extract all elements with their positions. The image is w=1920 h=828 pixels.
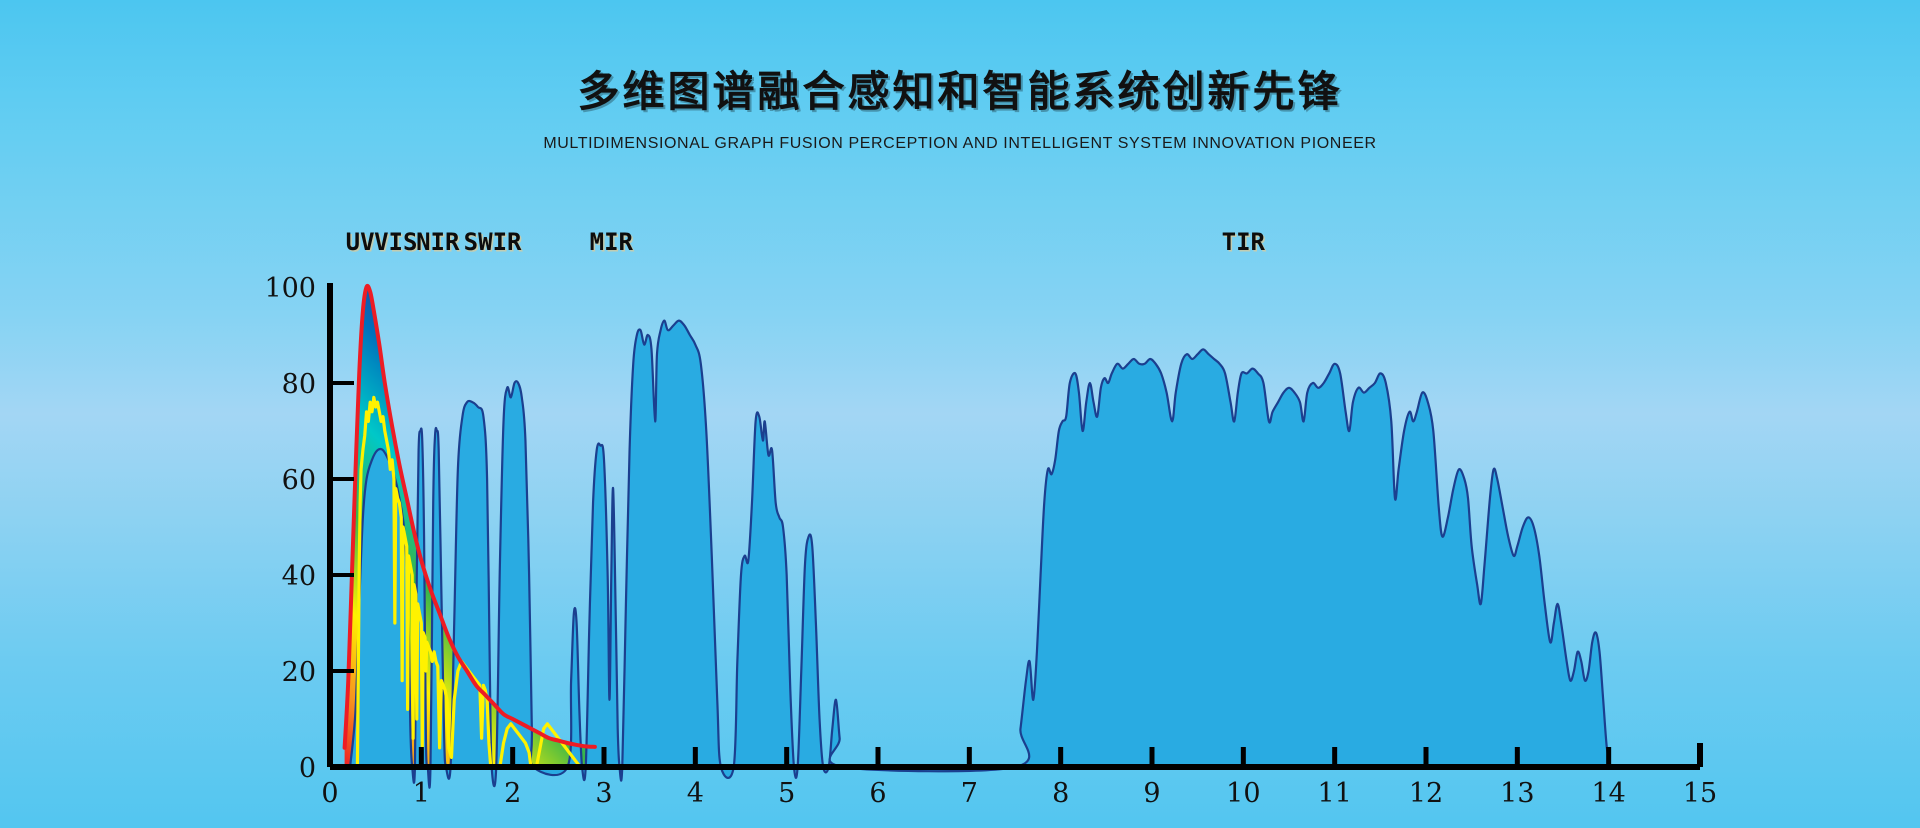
y-tick-label: 80 (282, 369, 316, 400)
band-label-mir: MIR (589, 228, 633, 256)
x-tick-label: 5 (778, 778, 795, 809)
x-tick-label: 12 (1409, 778, 1443, 809)
x-tick-label: 7 (961, 778, 978, 809)
y-tick-label: 40 (282, 561, 316, 592)
x-tick-label: 4 (687, 778, 704, 809)
x-tick-label: 1 (413, 778, 430, 809)
y-tick-label: 20 (282, 657, 316, 688)
band-label-tir: TIR (1221, 228, 1266, 256)
spectral-band-label-row: UV VIS NIR SWIR MIR TIR (0, 228, 1920, 260)
blackbody-curve (342, 283, 597, 750)
x-tick-label: 3 (595, 778, 612, 809)
x-tick-label: 6 (869, 778, 886, 809)
x-tick-label: 2 (504, 778, 521, 809)
surface-irradiance-curve (355, 395, 582, 769)
band-label-swir: SWIR (463, 228, 522, 256)
y-tick-label: 100 (264, 273, 316, 304)
band-label-vis: VIS (374, 228, 418, 256)
atmospheric-transmission-area (348, 319, 1612, 789)
chart-axes (327, 283, 1703, 770)
x-tick-label: 15 (1683, 778, 1717, 809)
y-tick-label: 60 (282, 465, 316, 496)
y-tick-label: 0 (299, 753, 316, 784)
x-axis-tick-labels: 0 1 2 3 4 5 6 7 8 9 10 11 12 13 14 15 (321, 778, 1717, 809)
y-axis-tick-labels: 0 20 40 60 80 100 (264, 273, 316, 784)
page-subtitle: MULTIDIMENSIONAL GRAPH FUSION PERCEPTION… (543, 135, 1377, 152)
x-tick-label: 0 (321, 778, 338, 809)
header-block: 多维图谱融合感知和智能系统创新先锋 MULTIDIMENSIONAL GRAPH… (0, 0, 1920, 153)
x-tick-label: 13 (1500, 778, 1534, 809)
x-tick-label: 8 (1052, 778, 1069, 809)
band-label-nir: NIR (416, 228, 460, 256)
x-tick-label: 11 (1317, 778, 1351, 809)
x-tick-label: 14 (1591, 778, 1625, 809)
page-title: 多维图谱融合感知和智能系统创新先锋 (577, 67, 1343, 116)
x-tick-label: 10 (1226, 778, 1260, 809)
x-tick-label: 9 (1143, 778, 1160, 809)
band-label-uv: UV (345, 228, 375, 256)
